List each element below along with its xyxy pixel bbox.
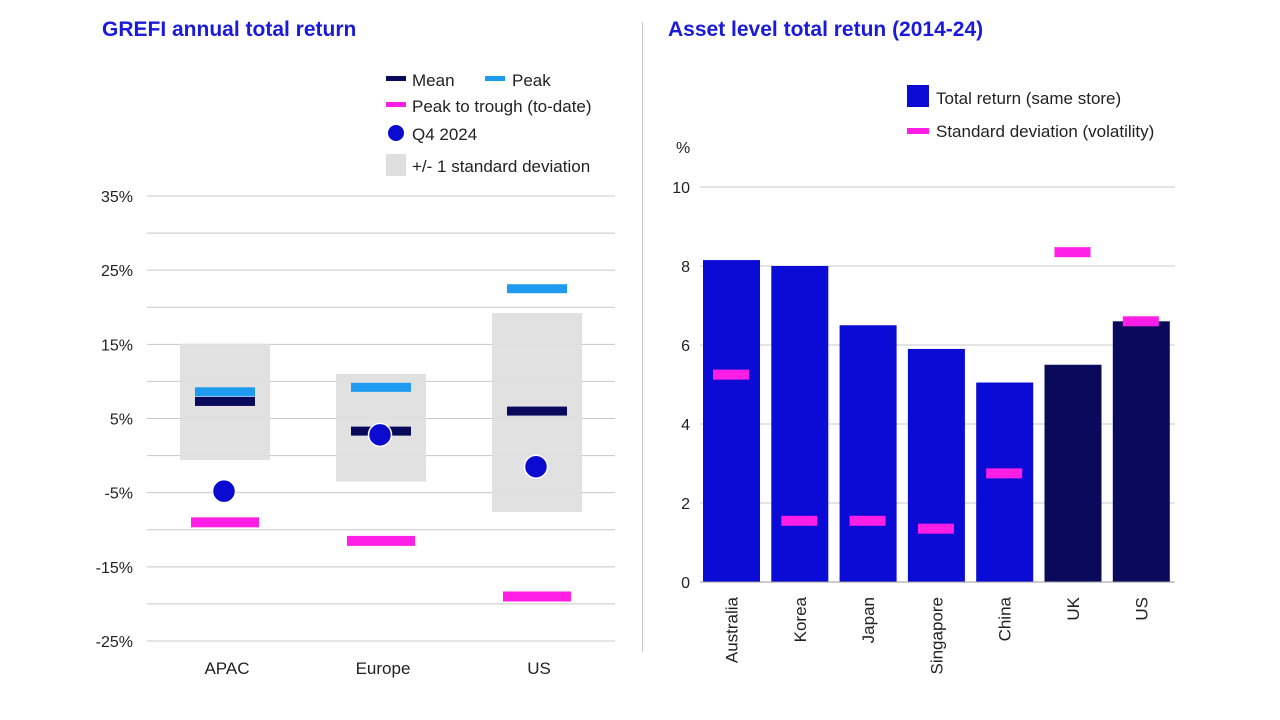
legend-mean-swatch [386,76,406,81]
bar-singapore [907,348,965,582]
grefi-range-chart: Mean Peak Peak to trough (to-date) Q4 2024 +… [96,71,615,678]
bar-us [1112,321,1170,582]
std-dev-marker-china [986,468,1023,479]
peak-marker-apac [195,387,255,397]
y-tick-label: 5% [110,412,133,429]
std-dev-marker-us [1122,316,1159,327]
trough-marker-us [503,591,571,602]
x-tick-label: US [527,659,551,678]
std-dev-marker-korea [781,515,818,526]
legend-peak-label: Peak [512,71,551,90]
legend-peak-swatch [485,76,505,81]
peak-marker-europe [351,382,411,392]
y-tick-label: 8 [681,259,690,276]
std-dev-marker-australia [713,369,749,380]
legend-trough-label: Peak to trough (to-date) [412,97,592,116]
y-tick-label: 15% [101,337,133,354]
y-tick-label: 0 [681,575,690,592]
peak-marker-us [507,284,567,294]
bar-korea [771,266,829,582]
y-axis-unit-label: % [676,140,690,157]
q4-point-europe [367,422,393,448]
left-chart-title: GREFI annual total return [102,18,357,41]
legend-total-return-label: Total return (same store) [936,89,1121,108]
legend-std-swatch [386,154,406,176]
y-tick-label: -5% [105,486,133,503]
legend-trough-swatch [386,102,406,107]
std-dev-marker-uk [1054,247,1091,258]
y-tick-label: -15% [96,560,133,577]
right-chart-title: Asset level total retun (2014-24) [668,18,984,41]
trough-marker-europe [347,535,415,546]
legend-std-dev-label: Standard deviation (volatility) [936,122,1154,141]
x-tick-label: China [996,596,1015,641]
legend-std-label: +/- 1 standard deviation [412,157,590,176]
x-tick-label: Japan [859,597,878,643]
legend-std-dev-swatch [907,128,929,134]
bar-uk [1044,364,1102,582]
bar-japan [839,325,897,582]
y-tick-label: 6 [681,338,690,355]
y-tick-label: 10 [672,180,690,197]
trough-marker-apac [191,517,259,528]
x-tick-label: Singapore [927,597,946,675]
y-tick-label: 25% [101,263,133,280]
bar-australia [703,260,760,582]
mean-marker-us [507,406,567,416]
x-tick-label: Korea [791,596,810,642]
std-dev-marker-singapore [917,523,954,534]
x-tick-label: UK [1064,596,1083,620]
x-tick-label: US [1132,597,1151,621]
mean-marker-apac [195,396,255,406]
legend-q4-swatch [388,125,404,141]
legend-mean-label: Mean [412,71,455,90]
y-tick-label: 35% [101,189,133,206]
q4-point-apac [211,478,237,504]
legend-q4-label: Q4 2024 [412,125,477,144]
y-tick-label: 4 [681,417,690,434]
q4-point-us [523,454,549,479]
x-tick-label: Europe [356,659,411,678]
panel-divider [642,22,643,652]
bar-china [976,382,1034,582]
legend-total-return-swatch [907,85,929,107]
std-dev-marker-japan [849,515,886,526]
y-tick-label: -25% [96,634,133,651]
x-tick-label: APAC [204,659,249,678]
x-tick-label: Australia [723,596,742,663]
y-tick-label: 2 [681,496,690,513]
